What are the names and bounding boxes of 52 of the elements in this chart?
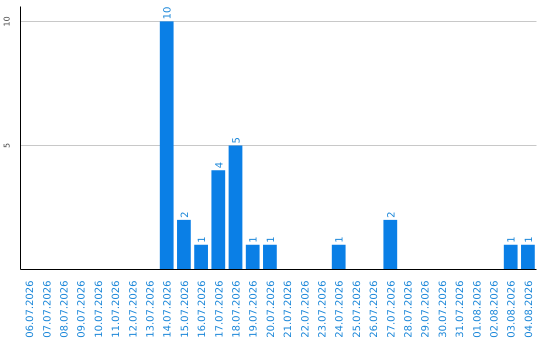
x-tick-label: 01.08.2026 <box>472 280 484 338</box>
x-tick-label: 22.07.2026 <box>300 280 312 338</box>
bar <box>194 244 208 270</box>
bar <box>332 244 346 270</box>
x-tick-label: 18.07.2026 <box>232 280 242 338</box>
x-tick-label: 02.08.2026 <box>490 280 500 338</box>
data-label: 4 <box>214 162 226 168</box>
data-label: 10 <box>162 6 174 20</box>
x-tick-label: 29.07.2026 <box>420 280 432 338</box>
x-tick-label: 04.08.2026 <box>524 280 535 338</box>
data-label: 1 <box>334 236 346 243</box>
bar <box>211 170 226 270</box>
bar <box>521 244 535 270</box>
x-tick-label: 23.07.2026 <box>318 280 328 338</box>
x-tick-label: 10.07.2026 <box>94 280 105 338</box>
bar <box>504 244 518 270</box>
x-tick-label: 03.08.2026 <box>506 280 518 338</box>
x-tick-label: 21.07.2026 <box>283 280 294 338</box>
x-tick-label: 17.07.2026 <box>214 280 226 338</box>
bar <box>263 244 277 270</box>
x-tick-label: 07.07.2026 <box>42 280 54 338</box>
x-tick-label: 27.07.2026 <box>386 280 398 338</box>
x-tick-label: 11.07.2026 <box>111 280 122 338</box>
x-tick-label: 12.07.2026 <box>128 280 140 338</box>
bar <box>177 220 191 270</box>
data-label: 1 <box>506 236 518 243</box>
x-tick-label: 26.07.2026 <box>369 280 380 338</box>
bar <box>228 145 242 270</box>
x-tick-label: 20.07.2026 <box>266 280 277 338</box>
x-tick-label: 28.07.2026 <box>404 280 414 338</box>
x-tick-label: 09.07.2026 <box>76 280 88 338</box>
data-label: 2 <box>386 212 398 218</box>
data-label: 5 <box>232 137 242 144</box>
bar <box>160 21 174 270</box>
data-label: 1 <box>197 236 208 243</box>
x-tick-label: 16.07.2026 <box>197 280 208 338</box>
x-tick-label: 25.07.2026 <box>352 280 363 338</box>
bar <box>246 244 260 270</box>
data-label: 1 <box>266 236 277 243</box>
x-tick-label: 08.07.2026 <box>60 280 70 338</box>
x-tick-label: 13.07.2026 <box>146 280 156 338</box>
x-tick-label: 15.07.2026 <box>180 280 191 338</box>
data-label: 1 <box>248 236 260 243</box>
x-tick-label: 19.07.2026 <box>248 280 260 338</box>
data-label: 2 <box>180 212 191 218</box>
x-tick-label: 31.07.2026 <box>455 280 466 338</box>
data-label: 1 <box>524 236 535 243</box>
x-tick-label: 14.07.2026 <box>162 280 174 338</box>
x-tick-label: 06.07.2026 <box>25 280 36 338</box>
bar <box>383 220 398 270</box>
x-tick-label: 24.07.2026 <box>334 280 346 338</box>
x-tick-label: 30.07.2026 <box>438 280 449 338</box>
